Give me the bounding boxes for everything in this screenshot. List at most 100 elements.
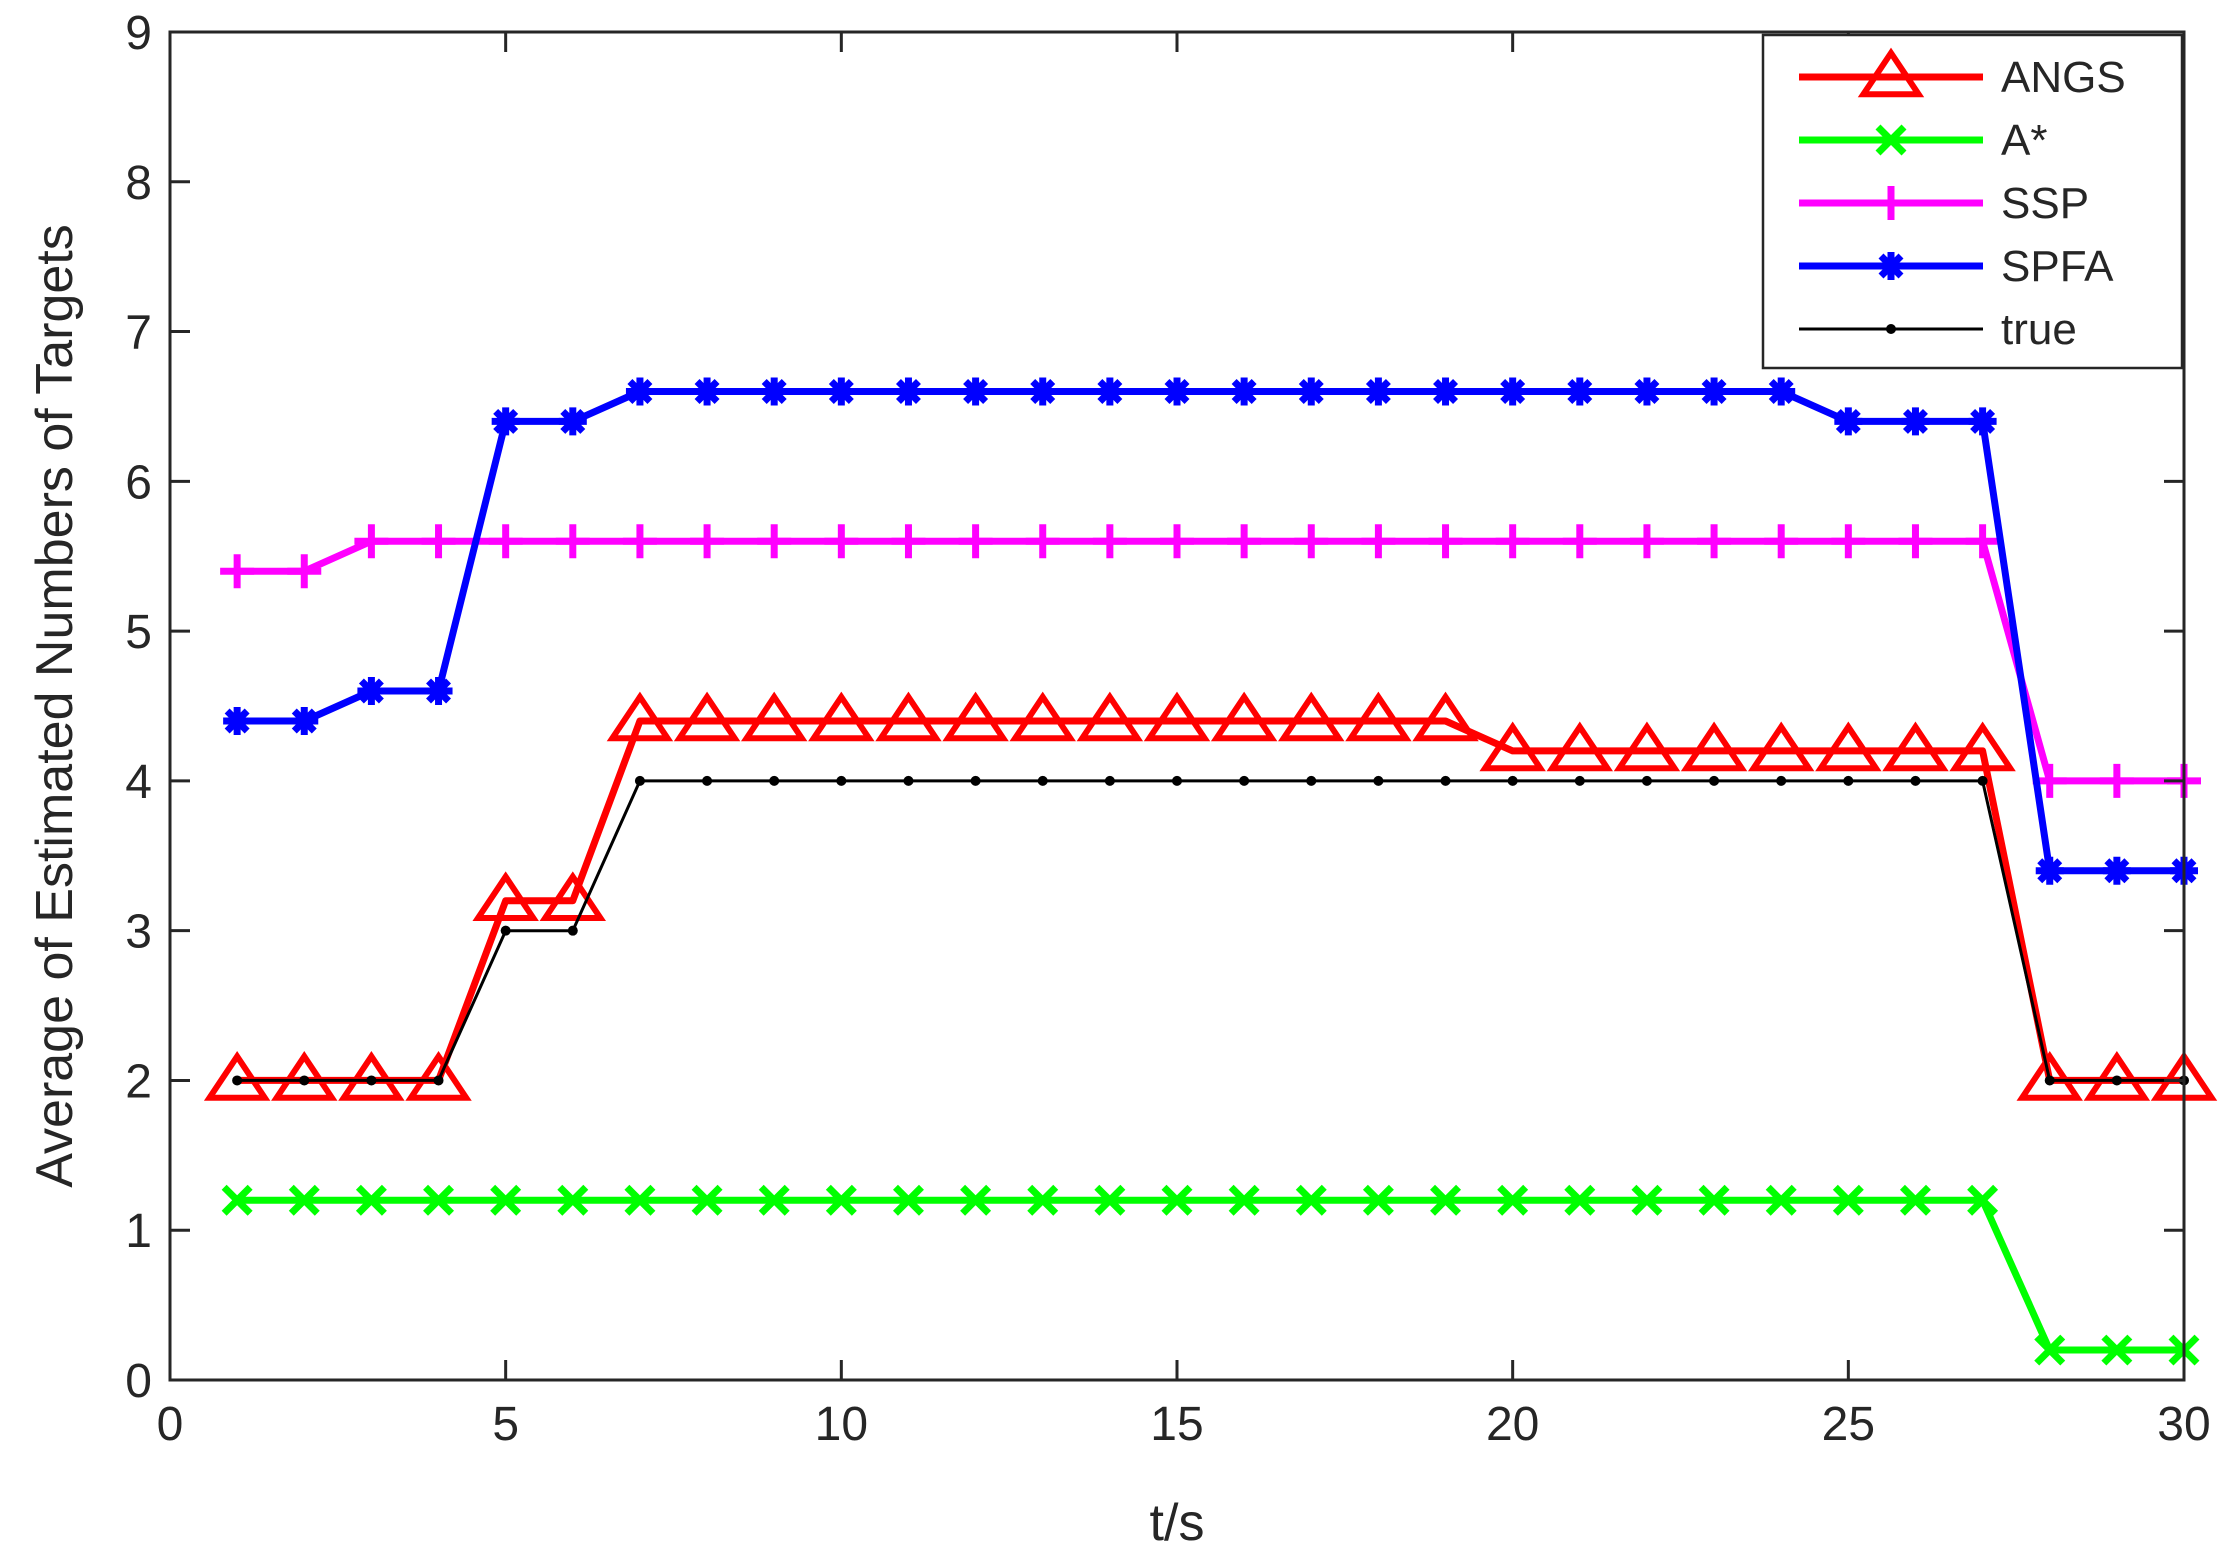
data-point-ssp	[1764, 524, 1799, 559]
data-point-a	[825, 1184, 857, 1216]
data-point-spfa	[625, 377, 654, 406]
series-line-true	[237, 779, 2184, 1082]
data-point-angs	[338, 1051, 405, 1101]
data-point-angs	[203, 1051, 271, 1101]
data-point-spfa	[290, 706, 319, 735]
data-point-spfa	[1901, 407, 1930, 436]
data-point-angs	[1412, 691, 1479, 742]
data-point-true	[1172, 775, 1182, 786]
data-point-spfa	[558, 407, 587, 436]
legend-marker	[1877, 252, 1905, 280]
series-true	[232, 775, 2189, 1086]
legend-entry: true	[1799, 305, 2077, 354]
series-angs	[203, 691, 2218, 1101]
data-point-angs	[740, 691, 808, 742]
data-point-spfa	[357, 677, 386, 706]
data-point-spfa	[1364, 377, 1393, 406]
data-point-true	[970, 775, 981, 786]
data-point-true	[1574, 775, 1585, 786]
data-point-a	[1027, 1184, 1059, 1216]
legend-marker	[1874, 186, 1908, 220]
y-tick-label: 7	[125, 307, 152, 360]
data-point-ssp	[824, 524, 859, 559]
x-tick-label: 20	[1486, 1398, 1539, 1451]
data-point-spfa	[894, 377, 923, 406]
data-point-angs	[875, 691, 942, 742]
data-point-ssp	[1495, 524, 1530, 559]
data-point-true	[1440, 775, 1451, 786]
data-point-spfa	[1163, 377, 1191, 406]
data-point-a	[758, 1184, 790, 1216]
x-tick-label: 15	[1150, 1398, 1203, 1451]
data-point-a	[2101, 1334, 2133, 1366]
data-point-true	[1037, 775, 1048, 786]
data-point-ssp	[555, 524, 590, 559]
data-point-true	[2044, 1075, 2055, 1086]
data-point-spfa	[2102, 856, 2131, 885]
data-point-angs	[1278, 691, 1345, 742]
y-axis-title: Average of Estimated Numbers of Targets	[26, 224, 84, 1187]
data-point-spfa	[1968, 407, 1997, 436]
series-line-a	[237, 1196, 2184, 1354]
data-point-a	[1430, 1184, 1462, 1216]
data-point-angs	[1815, 721, 1882, 772]
legend-label: A*	[2001, 116, 2047, 165]
data-point-true	[1977, 775, 1988, 786]
x-tick-label: 0	[157, 1398, 184, 1451]
legend-label: SPFA	[2001, 242, 2114, 291]
data-point-true	[634, 775, 645, 786]
y-tick-label: 9	[125, 7, 152, 60]
data-point-a	[1765, 1184, 1797, 1216]
legend-entry: ANGS	[1799, 47, 2126, 102]
data-point-spfa	[491, 407, 520, 436]
data-point-true	[500, 925, 511, 936]
data-point-a	[1497, 1184, 1529, 1216]
data-point-true	[299, 1075, 310, 1086]
data-point-true	[433, 1075, 444, 1086]
data-point-a	[2034, 1334, 2066, 1366]
data-point-angs	[1009, 691, 1076, 742]
data-point-a	[1832, 1184, 1864, 1216]
data-point-true	[769, 775, 780, 786]
data-point-true	[702, 775, 713, 786]
data-point-spfa	[223, 706, 252, 735]
data-point-ssp	[2099, 763, 2134, 798]
legend-entry: A*	[1799, 116, 2047, 165]
data-point-true	[366, 1075, 377, 1086]
series-layer	[203, 377, 2218, 1366]
data-point-angs	[1076, 691, 1144, 742]
data-point-true	[903, 775, 914, 786]
data-point-spfa	[1700, 377, 1729, 406]
data-point-angs	[1613, 721, 1681, 772]
data-point-spfa	[1297, 377, 1326, 406]
data-point-true	[1776, 775, 1787, 786]
data-point-angs	[2016, 1051, 2083, 1101]
legend-label: SSP	[2001, 179, 2089, 228]
data-point-a	[960, 1184, 992, 1216]
data-point-a	[557, 1184, 589, 1216]
x-tick-label: 10	[815, 1398, 868, 1451]
data-point-angs	[1479, 721, 1546, 772]
data-point-a	[1362, 1184, 1394, 1216]
data-point-angs	[1210, 691, 1278, 742]
data-point-a	[1564, 1184, 1596, 1216]
data-point-spfa	[1767, 377, 1796, 406]
data-point-spfa	[760, 377, 789, 406]
data-point-ssp	[1025, 524, 1060, 559]
data-point-angs	[942, 691, 1009, 742]
data-point-spfa	[1632, 377, 1661, 406]
data-point-angs	[808, 691, 875, 742]
data-point-a	[1967, 1184, 1999, 1216]
data-point-spfa	[961, 377, 990, 406]
legend-marker	[1857, 47, 1925, 98]
legend: ANGS A* SSP SPFA true	[1761, 33, 2184, 370]
data-point-a	[423, 1184, 455, 1216]
data-point-ssp	[1562, 524, 1597, 559]
legend-entry: SSP	[1799, 179, 2089, 228]
data-point-true	[1843, 775, 1854, 786]
series-a	[221, 1184, 2200, 1366]
data-point-ssp	[354, 524, 389, 559]
data-point-true	[1507, 775, 1518, 786]
data-point-angs	[606, 691, 674, 742]
data-point-true	[1641, 775, 1652, 786]
